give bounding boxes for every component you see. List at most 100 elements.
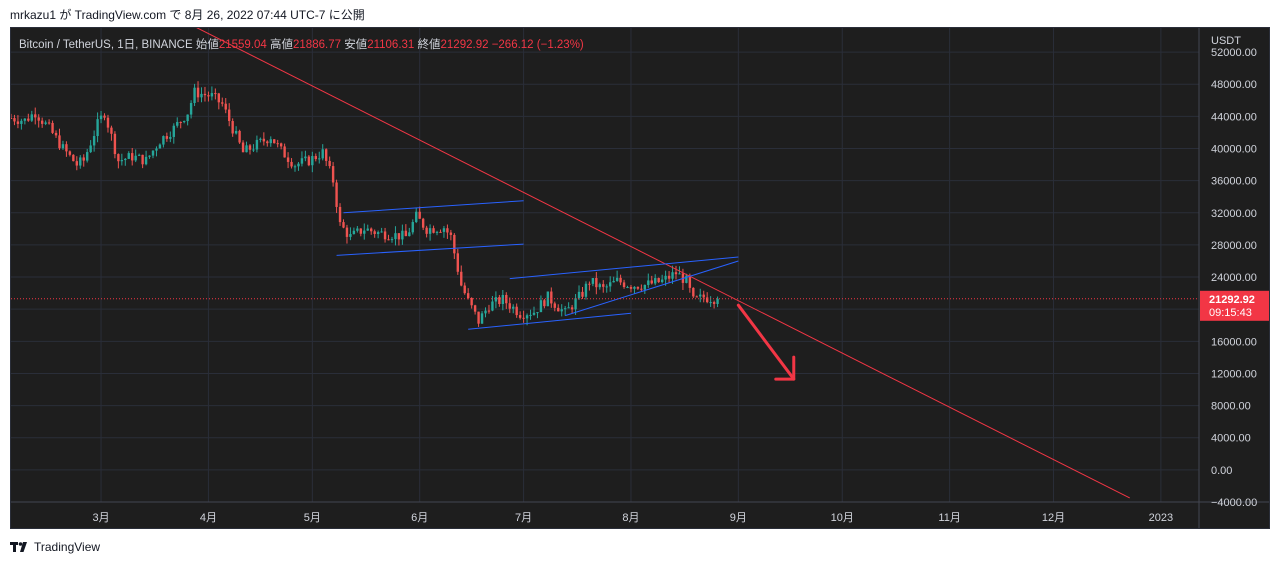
- candle-down: [27, 113, 30, 122]
- candle-down: [522, 310, 525, 323]
- candle-body: [307, 156, 311, 166]
- candle-body: [85, 152, 89, 161]
- candle-down: [342, 219, 345, 229]
- candle-body: [158, 144, 162, 149]
- candle-body: [709, 302, 712, 304]
- candle-up: [234, 126, 238, 135]
- candle-body: [560, 309, 563, 312]
- x-tick-label: 10月: [831, 512, 854, 524]
- legend-low-label: 安値: [344, 39, 368, 51]
- candles-group: [11, 81, 719, 327]
- candle-down: [224, 98, 227, 114]
- candle-down: [487, 304, 491, 314]
- candle-down: [557, 304, 560, 312]
- candle-down: [34, 107, 37, 125]
- candle-down: [37, 114, 40, 128]
- candle-body: [536, 312, 539, 314]
- candle-up: [252, 144, 255, 152]
- candle-up: [563, 305, 567, 316]
- chart-area[interactable]: USDT 52000.00 48000.00 44000.00 40000.00 3600…: [10, 27, 1270, 529]
- candle-down: [705, 292, 709, 304]
- candle-down: [40, 117, 44, 128]
- candle-up: [363, 223, 366, 240]
- candle-body: [446, 228, 449, 233]
- y-tick-label: 44000.00: [1211, 111, 1257, 123]
- candle-body: [667, 275, 671, 279]
- candle-down: [518, 311, 522, 320]
- candle-up: [321, 144, 324, 161]
- candle-body: [456, 253, 459, 272]
- candle-down: [622, 279, 626, 289]
- candle-down: [404, 224, 408, 237]
- candle-down: [338, 203, 342, 226]
- candle-body: [463, 285, 466, 294]
- legend-open-label: 始値: [195, 39, 219, 51]
- x-tick-label: 6月: [411, 512, 428, 524]
- candle-up: [85, 148, 89, 163]
- candle-up: [390, 236, 394, 243]
- candle-body: [262, 138, 266, 142]
- candle-down: [449, 229, 453, 241]
- candle-body: [314, 156, 317, 160]
- candle-up: [144, 150, 148, 166]
- candle-up: [664, 270, 667, 286]
- candle-down: [345, 224, 349, 244]
- candle-body: [241, 142, 245, 153]
- candle-down: [221, 97, 224, 107]
- candle-down: [383, 227, 387, 243]
- candle-body: [633, 286, 636, 289]
- candle-up: [411, 219, 414, 235]
- candle-body: [654, 278, 657, 284]
- candle-down: [196, 81, 200, 103]
- legend-close-value: 21292.92: [440, 39, 489, 51]
- y-tick-label: 52000.00: [1211, 47, 1257, 59]
- candle-down: [72, 154, 75, 162]
- candle-body: [401, 230, 404, 240]
- candle-up: [151, 150, 155, 159]
- candle-up: [577, 285, 581, 300]
- tradingview-logo[interactable]: TradingView: [10, 540, 100, 554]
- candle-down: [515, 303, 518, 318]
- candle-up: [293, 164, 297, 172]
- candle-body: [144, 156, 148, 165]
- candle-body: [376, 232, 380, 235]
- candle-up: [685, 273, 688, 284]
- candle-body: [273, 139, 276, 144]
- candle-body: [636, 286, 640, 289]
- candle-body: [54, 132, 58, 136]
- candle-body: [214, 93, 217, 95]
- candle-body: [182, 121, 186, 123]
- candle-up: [643, 284, 647, 295]
- candle-up: [598, 282, 602, 290]
- candle-up: [671, 265, 674, 284]
- candle-up: [352, 227, 356, 235]
- candle-down: [692, 287, 695, 298]
- candle-body: [40, 120, 44, 124]
- candle-down: [553, 301, 556, 312]
- candle-up: [536, 312, 539, 319]
- candle-body: [640, 288, 643, 290]
- candle-body: [92, 136, 96, 146]
- candle-down: [82, 154, 85, 167]
- price-tag-box: [1200, 290, 1269, 321]
- candle-body: [449, 232, 453, 235]
- candle-body: [30, 114, 33, 121]
- candle-body: [643, 284, 647, 290]
- candle-down: [47, 119, 51, 125]
- candle-body: [217, 93, 221, 103]
- candle-body: [404, 230, 408, 237]
- candle-up: [311, 151, 314, 173]
- wedge-line: [509, 256, 739, 280]
- candle-body: [51, 122, 54, 133]
- candle-down: [432, 225, 435, 234]
- candle-body: [692, 287, 695, 297]
- candle-up: [269, 136, 272, 147]
- y-tick-label: 16000.00: [1211, 336, 1257, 348]
- candle-up: [408, 227, 411, 237]
- candle-body: [657, 278, 660, 283]
- candle-up: [200, 87, 203, 103]
- candle-down: [286, 152, 290, 169]
- currency-label: USDT: [1211, 35, 1241, 47]
- candle-up: [79, 155, 82, 169]
